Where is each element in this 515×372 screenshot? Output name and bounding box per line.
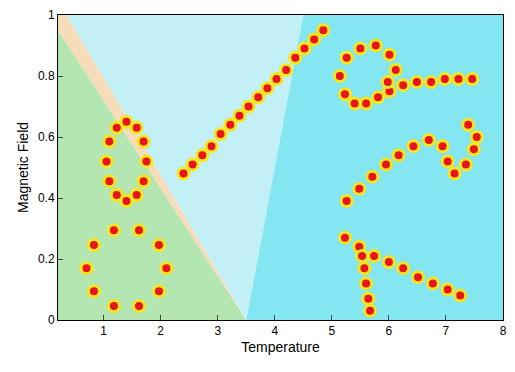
svg-text:4: 4 [271,324,278,338]
svg-text:0.4: 0.4 [38,191,55,205]
svg-text:Magnetic Field: Magnetic Field [15,122,31,213]
svg-text:1: 1 [48,8,55,22]
svg-text:0.2: 0.2 [38,252,55,266]
svg-text:7: 7 [443,324,450,338]
svg-text:6: 6 [386,324,393,338]
svg-text:3: 3 [214,324,221,338]
svg-text:Temperature: Temperature [241,339,320,355]
svg-text:1: 1 [100,324,107,338]
svg-text:0: 0 [48,313,55,327]
svg-text:0.6: 0.6 [38,130,55,144]
svg-text:2: 2 [157,324,164,338]
svg-text:0.8: 0.8 [38,69,55,83]
svg-text:5: 5 [329,324,336,338]
svg-text:8: 8 [500,324,507,338]
